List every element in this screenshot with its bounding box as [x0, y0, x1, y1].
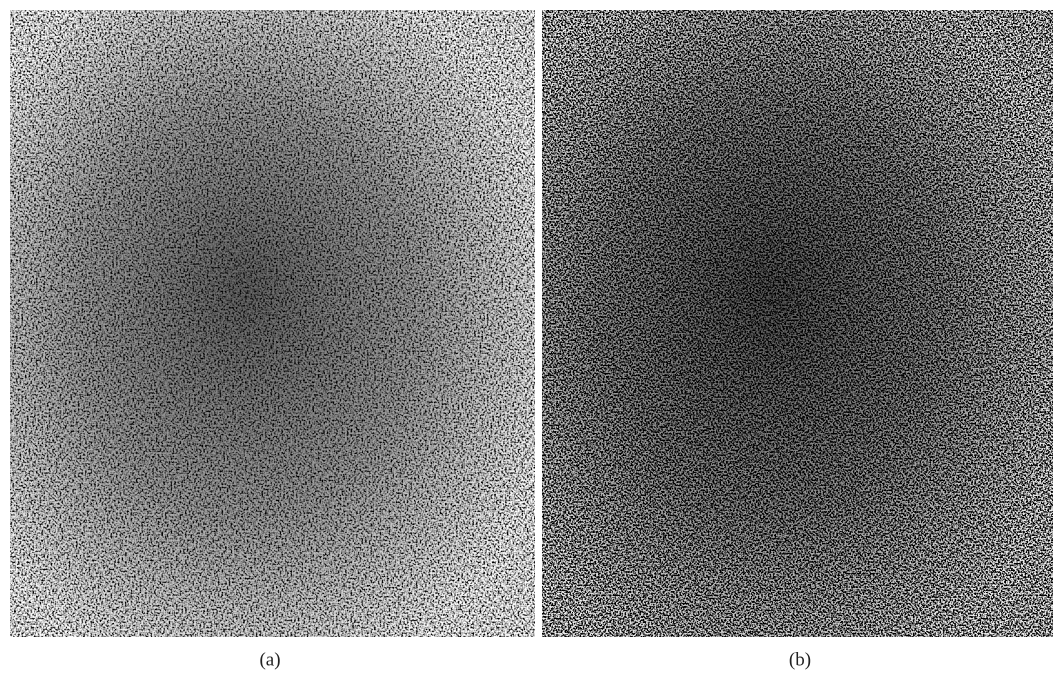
caption: (a) [259, 649, 280, 670]
panel-b: (b) [542, 10, 1053, 670]
caption: (b) [789, 649, 811, 670]
panel-a: (a) [10, 10, 535, 670]
image-shading [10, 10, 535, 637]
image-shading [542, 10, 1053, 637]
